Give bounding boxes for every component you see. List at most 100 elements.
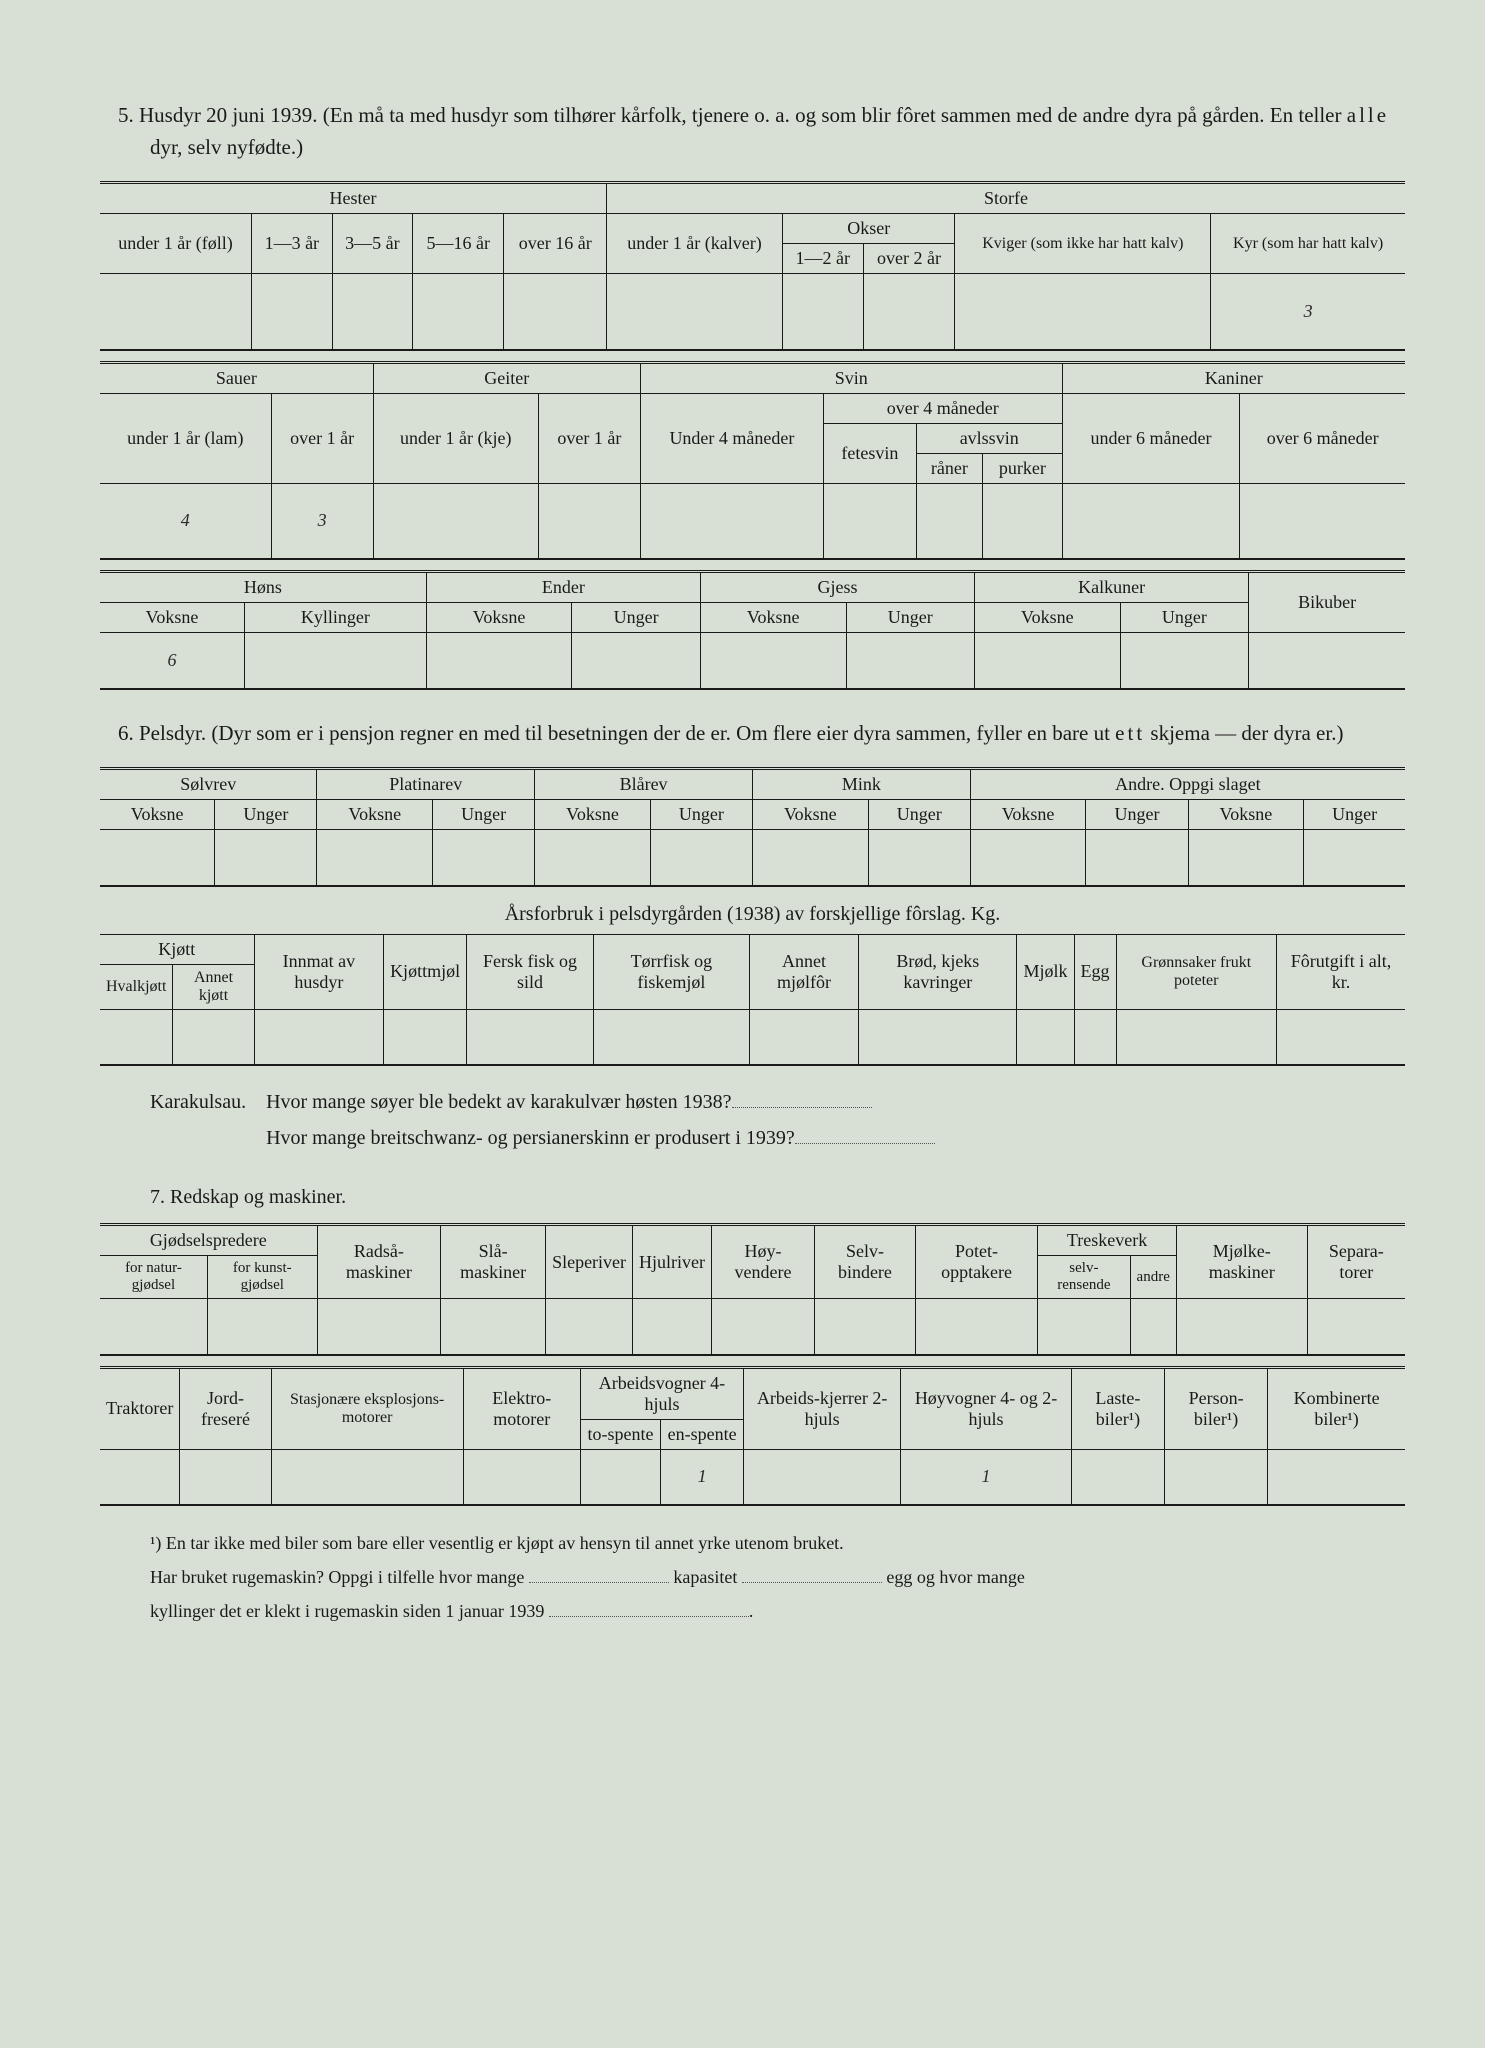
- karakul-q2-blank[interactable]: [795, 1130, 935, 1144]
- val-5-2-9[interactable]: [1240, 483, 1405, 559]
- val-6-2-6[interactable]: [749, 1009, 858, 1065]
- val-6-2-5[interactable]: [593, 1009, 749, 1065]
- col-gjodsel: Gjødselspredere: [100, 1225, 317, 1256]
- col-torr: Tørrfisk og fiskemjøl: [593, 934, 749, 1009]
- val-5-3-4[interactable]: [700, 633, 846, 689]
- col-brod: Brød, kjeks kavringer: [859, 934, 1017, 1009]
- val-5-3-3[interactable]: [572, 633, 701, 689]
- val-6-1-7[interactable]: [868, 830, 970, 886]
- val-5-2-2[interactable]: [373, 483, 538, 559]
- val-5-3-7[interactable]: [1120, 633, 1249, 689]
- val-5-3-0[interactable]: 6: [100, 633, 245, 689]
- val-5-3-8[interactable]: [1249, 633, 1405, 689]
- val-5-1-1[interactable]: [252, 274, 333, 350]
- val-7-2-9[interactable]: [1164, 1449, 1267, 1505]
- rug-blank-3[interactable]: [549, 1603, 749, 1617]
- val-7-2-1[interactable]: [180, 1449, 271, 1505]
- val-6-1-2[interactable]: [317, 830, 433, 886]
- val-5-2-1[interactable]: 3: [271, 483, 373, 559]
- col-mjolk: Mjølk: [1017, 934, 1074, 1009]
- val-6-1-0[interactable]: [100, 830, 215, 886]
- val-7-2-6[interactable]: [744, 1449, 901, 1505]
- val-7-2-2[interactable]: [271, 1449, 463, 1505]
- val-5-3-5[interactable]: [846, 633, 975, 689]
- val-7-1-2[interactable]: [317, 1299, 441, 1355]
- val-7-2-8[interactable]: [1071, 1449, 1164, 1505]
- val-7-1-8[interactable]: [915, 1299, 1037, 1355]
- val-7-1-7[interactable]: [815, 1299, 916, 1355]
- val-6-2-0[interactable]: [100, 1009, 173, 1065]
- val-6-2-8[interactable]: [1017, 1009, 1074, 1065]
- val-7-1-3[interactable]: [441, 1299, 546, 1355]
- val-5-1-5[interactable]: [607, 274, 783, 350]
- val-5-1-2[interactable]: [332, 274, 413, 350]
- val-7-2-10[interactable]: [1268, 1449, 1405, 1505]
- val-7-2-5[interactable]: 1: [661, 1449, 744, 1505]
- val-6-1-11[interactable]: [1304, 830, 1405, 886]
- val-7-1-11[interactable]: [1176, 1299, 1307, 1355]
- val-5-3-6[interactable]: [975, 633, 1121, 689]
- col-arbeidsvogn: Arbeidsvogner 4-hjuls: [580, 1367, 743, 1419]
- val-7-1-4[interactable]: [546, 1299, 633, 1355]
- col-person: Person-biler¹): [1164, 1367, 1267, 1449]
- val-5-2-7[interactable]: [983, 483, 1063, 559]
- val-6-1-3[interactable]: [433, 830, 535, 886]
- val-7-2-0[interactable]: [100, 1449, 180, 1505]
- group-sauer: Sauer: [100, 362, 373, 393]
- val-6-1-6[interactable]: [752, 830, 868, 886]
- val-7-1-9[interactable]: [1038, 1299, 1130, 1355]
- val-5-1-7[interactable]: [863, 274, 955, 350]
- col-gjess-u: Unger: [846, 603, 975, 633]
- val-7-1-12[interactable]: [1307, 1299, 1405, 1355]
- val-6-2-7[interactable]: [859, 1009, 1017, 1065]
- val-7-2-4[interactable]: [580, 1449, 660, 1505]
- val-7-2-3[interactable]: [463, 1449, 580, 1505]
- section-5-title-spaced: alle: [1347, 103, 1389, 127]
- val-5-1-6[interactable]: [783, 274, 864, 350]
- val-5-1-0[interactable]: [100, 274, 252, 350]
- val-5-2-8[interactable]: [1062, 483, 1240, 559]
- val-5-1-8[interactable]: [955, 274, 1211, 350]
- val-6-1-9[interactable]: [1086, 830, 1188, 886]
- val-6-2-10[interactable]: [1116, 1009, 1277, 1065]
- val-7-2-7[interactable]: 1: [901, 1449, 1072, 1505]
- val-7-1-10[interactable]: [1130, 1299, 1176, 1355]
- val-5-3-2[interactable]: [426, 633, 572, 689]
- val-6-2-1[interactable]: [173, 1009, 254, 1065]
- val-6-1-8[interactable]: [970, 830, 1086, 886]
- val-7-1-0[interactable]: [100, 1299, 207, 1355]
- col-selv: Selv-bindere: [815, 1225, 916, 1299]
- val-5-3-1[interactable]: [245, 633, 427, 689]
- karakul-block: Karakulsau. Hvor mange søyer ble bedekt …: [150, 1084, 1405, 1156]
- val-7-1-6[interactable]: [712, 1299, 815, 1355]
- val-5-2-0[interactable]: 4: [100, 483, 271, 559]
- section-7-number: 7.: [150, 1186, 165, 1208]
- col-6-2: Voksne: [317, 800, 433, 830]
- val-5-1-9[interactable]: 3: [1211, 274, 1405, 350]
- val-5-2-4[interactable]: [640, 483, 823, 559]
- val-5-1-4[interactable]: [504, 274, 607, 350]
- val-5-2-5[interactable]: [823, 483, 916, 559]
- karakul-q1-blank[interactable]: [732, 1094, 872, 1108]
- col-6-0: Voksne: [100, 800, 215, 830]
- val-7-1-5[interactable]: [633, 1299, 712, 1355]
- val-6-1-1[interactable]: [215, 830, 317, 886]
- val-6-2-4[interactable]: [467, 1009, 594, 1065]
- rug-q1b: kapasitet: [673, 1567, 737, 1587]
- col-kjerrer: Arbeids-kjerrer 2-hjuls: [744, 1367, 901, 1449]
- val-5-2-6[interactable]: [916, 483, 982, 559]
- val-6-1-4[interactable]: [535, 830, 651, 886]
- val-6-2-2[interactable]: [254, 1009, 383, 1065]
- val-6-1-10[interactable]: [1188, 830, 1304, 886]
- val-6-2-11[interactable]: [1277, 1009, 1405, 1065]
- val-5-1-3[interactable]: [413, 274, 504, 350]
- val-5-2-3[interactable]: [538, 483, 640, 559]
- col-hons-k: Kyllinger: [245, 603, 427, 633]
- val-6-2-9[interactable]: [1074, 1009, 1116, 1065]
- group-hester: Hester: [100, 183, 607, 214]
- rug-blank-1[interactable]: [529, 1569, 669, 1583]
- val-6-1-5[interactable]: [650, 830, 752, 886]
- val-7-1-1[interactable]: [207, 1299, 317, 1355]
- rug-blank-2[interactable]: [742, 1569, 882, 1583]
- val-6-2-3[interactable]: [384, 1009, 467, 1065]
